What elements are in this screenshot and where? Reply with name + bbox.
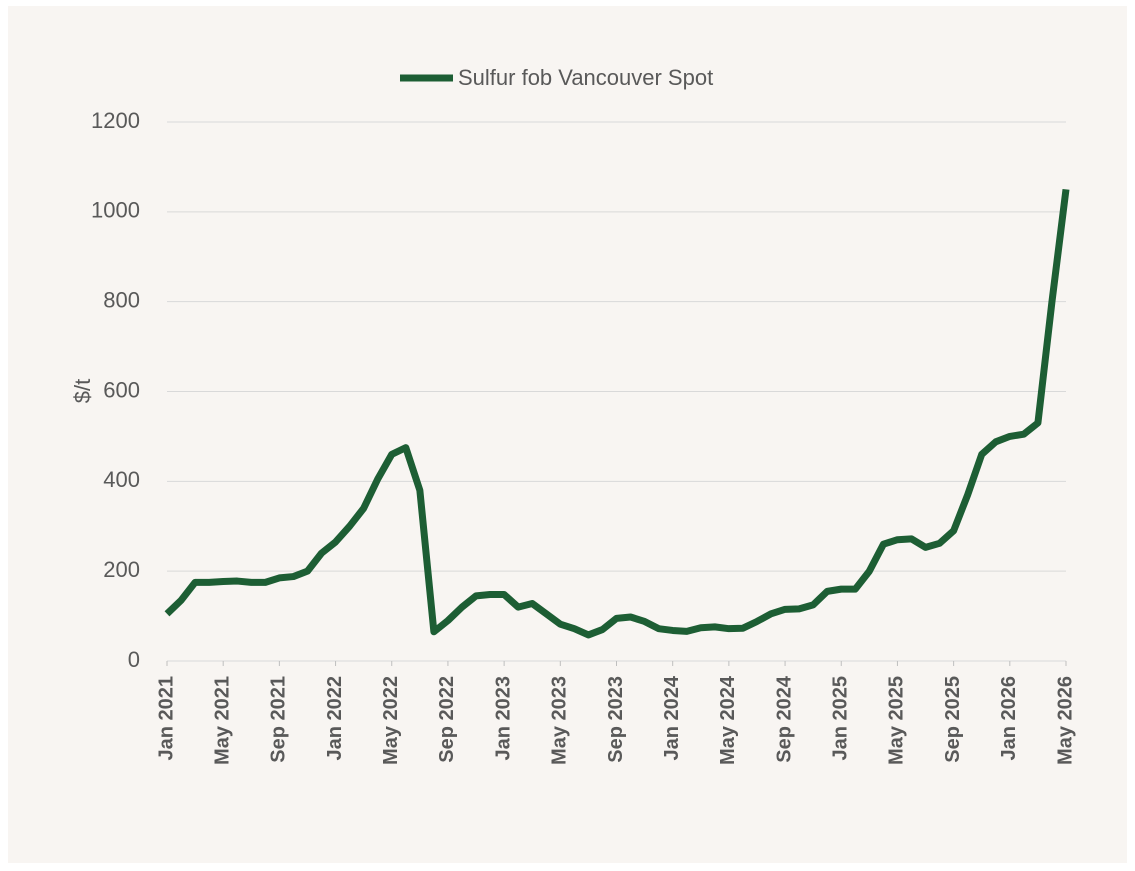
line-series [164,188,1070,639]
legend-label: Sulfur fob Vancouver Spot [458,65,713,90]
x-tick-label: Jan 2022 [324,676,346,761]
y-tick-label: 800 [103,287,140,312]
y-tick-label: 0 [128,647,140,672]
x-tick-label: Jan 2026 [998,676,1020,761]
y-tick-label: 1000 [91,198,140,223]
y-axis-label: $/t [70,379,95,403]
chart-background [8,6,1127,863]
x-tick-label: May 2023 [549,676,571,765]
x-tick-label: Sep 2021 [268,676,290,763]
x-tick-label: Jan 2025 [830,676,852,761]
x-tick-label: Sep 2025 [942,676,964,763]
x-tick-label: May 2024 [717,675,739,765]
x-tick-label: Sep 2024 [773,675,795,763]
x-tick-label: May 2022 [380,676,402,765]
x-tick-label: May 2026 [1054,676,1076,765]
y-tick-label: 200 [103,557,140,582]
x-tick-label: Jan 2021 [155,676,177,761]
x-tick-label: Sep 2022 [436,676,458,763]
y-tick-label: 1200 [91,108,140,133]
x-tick-label: Jan 2023 [492,676,514,761]
y-tick-label: 400 [103,467,140,492]
y-tick-label: 600 [103,377,140,402]
x-tick-label: May 2021 [211,676,233,765]
x-tick-label: Sep 2023 [605,676,627,763]
x-tick-label: Jan 2024 [661,675,683,760]
x-tick-label: May 2025 [886,676,908,765]
